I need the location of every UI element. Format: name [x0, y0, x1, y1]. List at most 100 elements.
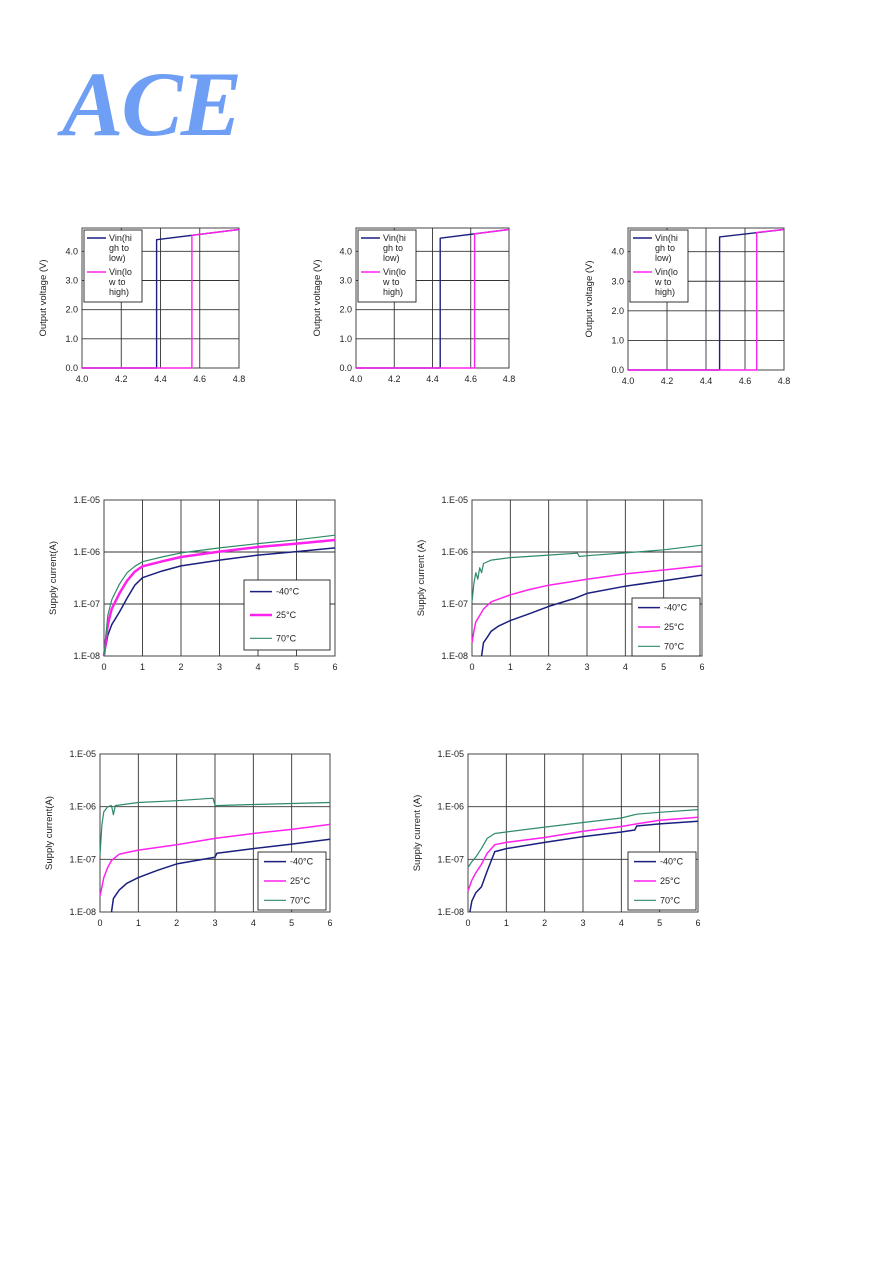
y-tick-label: 1.E-08 [73, 651, 100, 661]
legend-label: 25°C [660, 876, 681, 886]
x-tick-label: 3 [212, 918, 217, 928]
x-tick-label: 3 [217, 662, 222, 672]
x-tick-label: 6 [332, 662, 337, 672]
y-tick-label: 1.E-05 [441, 495, 468, 505]
y-tick-label: 1.E-07 [69, 854, 96, 864]
x-tick-label: 4.4 [154, 374, 167, 384]
ace-logo: ACE [62, 53, 242, 155]
legend-label: gh to [383, 243, 403, 253]
x-tick-label: 4.4 [700, 376, 713, 386]
x-tick-label: 3 [584, 662, 589, 672]
y-tick-label: 2.0 [339, 305, 352, 315]
x-tick-label: 0 [469, 662, 474, 672]
series-line [103, 547, 336, 657]
series-line [467, 809, 699, 868]
legend-label: -40°C [290, 857, 314, 867]
x-tick-label: 0 [101, 662, 106, 672]
supply-current-chart-1: 0 1 2 3 4 5 6 1.E-08 1.E-07 1.E-06 1.E-05 Supply cu… [48, 495, 338, 672]
x-tick-label: 4.6 [193, 374, 206, 384]
x-tick-label: 4.0 [622, 376, 635, 386]
y-axis-label: Supply current (A) [416, 540, 427, 617]
series-line [480, 574, 703, 657]
legend-label: 70°C [664, 641, 685, 651]
y-tick-label: 1.E-06 [437, 802, 464, 812]
x-tick-label: 2 [174, 918, 179, 928]
x-tick-label: 4.6 [464, 374, 477, 384]
series-line [110, 838, 331, 913]
supply-current-chart-3: 0 1 2 3 4 5 6 1.E-08 1.E-07 1.E-06 1.E-05 Supply cu… [44, 749, 333, 928]
y-tick-label: 1.E-07 [441, 599, 468, 609]
x-tick-label: 0 [97, 918, 102, 928]
y-tick-label: 1.E-06 [73, 547, 100, 557]
y-tick-label: 1.E-07 [73, 599, 100, 609]
legend-label: 25°C [276, 610, 297, 620]
legend-box [83, 229, 143, 303]
legend-label: -40°C [276, 587, 300, 597]
series-line [82, 228, 240, 369]
legend-label: w to [382, 277, 400, 287]
legend-label: Vin(lo [655, 267, 678, 277]
legend-label: Vin(hi [109, 233, 132, 243]
x-tick-label: 1 [136, 918, 141, 928]
series-line [102, 538, 336, 657]
x-tick-label: 4.8 [503, 374, 516, 384]
y-axis-label: Output voltage (V) [38, 259, 49, 336]
y-axis-label: Supply current(A) [48, 541, 59, 615]
legend-label: w to [654, 277, 672, 287]
x-tick-label: 6 [695, 918, 700, 928]
legend-label: -40°C [664, 603, 688, 613]
legend-label: 70°C [660, 895, 681, 905]
x-tick-label: 0 [465, 918, 470, 928]
y-tick-label: 1.0 [339, 334, 352, 344]
x-tick-label: 1 [504, 918, 509, 928]
x-tick-label: 4.8 [778, 376, 791, 386]
x-tick-label: 4.2 [115, 374, 128, 384]
y-tick-label: 0.0 [611, 365, 624, 375]
y-tick-label: 1.E-05 [69, 749, 96, 759]
series-line [103, 534, 336, 657]
series-line [99, 823, 331, 897]
y-tick-label: 2.0 [611, 306, 624, 316]
y-tick-label: 3.0 [65, 276, 78, 286]
series-line [471, 565, 703, 643]
legend-label: 25°C [290, 876, 311, 886]
y-tick-label: 4.0 [339, 246, 352, 256]
y-tick-label: 1.E-05 [73, 495, 100, 505]
legend-label: 70°C [290, 895, 311, 905]
legend-label: gh to [109, 243, 129, 253]
legend-label: Vin(lo [383, 267, 406, 277]
legend-label: low) [109, 253, 126, 263]
output-voltage-chart-2: 4.0 4.2 4.4 4.6 4.8 0.0 1.0 2.0 3.0 4.0 Output vol… [312, 227, 516, 384]
x-tick-label: 4 [255, 662, 260, 672]
x-tick-label: 4 [619, 918, 624, 928]
series-line [471, 544, 703, 602]
x-tick-label: 2 [178, 662, 183, 672]
legend-label: low) [383, 253, 400, 263]
x-tick-label: 5 [661, 662, 666, 672]
supply-current-chart-2: 0 1 2 3 4 5 6 1.E-08 1.E-07 1.E-06 1.E-05 Supply cu… [416, 495, 705, 672]
x-tick-label: 1 [140, 662, 145, 672]
y-tick-label: 1.E-08 [441, 651, 468, 661]
y-tick-label: 4.0 [611, 247, 624, 257]
x-tick-label: 5 [657, 918, 662, 928]
y-tick-label: 1.0 [611, 335, 624, 345]
output-voltage-chart-1: 4.0 4.2 4.4 4.6 4.8 0.0 1.0 2.0 3.0 4.0 Output vol… [38, 227, 245, 384]
series-line [628, 228, 785, 371]
x-tick-label: 3 [580, 918, 585, 928]
output-voltage-chart-3: 4.0 4.2 4.4 4.6 4.8 0.0 1.0 2.0 3.0 4.0 Output vol… [584, 227, 791, 386]
x-tick-label: 4 [251, 918, 256, 928]
y-tick-label: 3.0 [611, 276, 624, 286]
y-tick-label: 1.E-07 [437, 854, 464, 864]
y-axis-label: Output voltage (V) [312, 259, 323, 336]
supply-current-chart-4: 0 1 2 3 4 5 6 1.E-08 1.E-07 1.E-06 1.E-05 Supply cu… [412, 749, 701, 928]
x-tick-label: 6 [699, 662, 704, 672]
y-tick-label: 1.E-06 [69, 802, 96, 812]
series-line [99, 797, 331, 856]
y-tick-label: 1.E-08 [69, 907, 96, 917]
y-tick-label: 2.0 [65, 305, 78, 315]
legend-label: Vin(hi [655, 233, 678, 243]
x-tick-label: 4.6 [739, 376, 752, 386]
x-tick-label: 6 [327, 918, 332, 928]
series-line [467, 816, 699, 892]
legend-label: low) [655, 253, 672, 263]
